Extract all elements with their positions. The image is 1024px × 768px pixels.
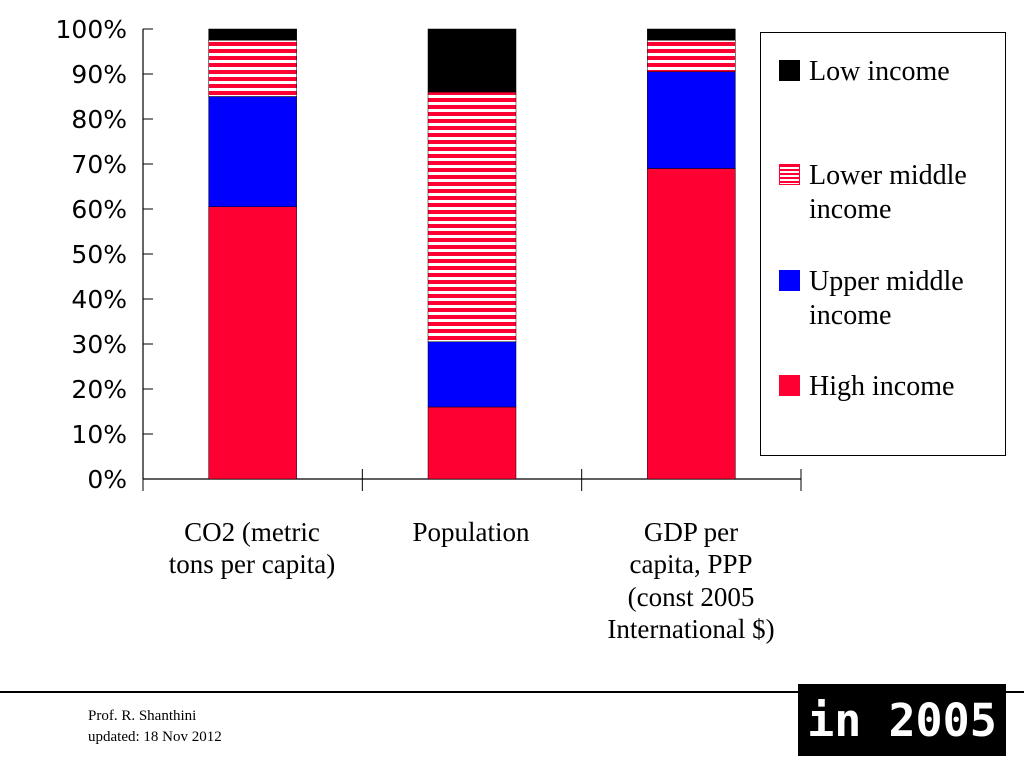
y-tick-label: 20%: [71, 375, 127, 404]
legend-item-lower-middle-income: Lower middle income: [779, 159, 1009, 227]
footer-credits: Prof. R. Shanthini updated: 18 Nov 2012: [88, 706, 222, 748]
bar-segment-high-income: [208, 206, 297, 480]
bar-segment-lower-middle-income: [427, 91, 517, 342]
legend-swatch-high-income: [779, 375, 800, 396]
year-badge: in 2005: [798, 684, 1006, 756]
y-tick-label: 0%: [87, 465, 127, 494]
bar-segment-lower-middle-income: [647, 40, 736, 72]
legend-swatch-lower-middle-income: [779, 164, 800, 185]
x-category-label-gdp: GDP per capita, PPP (const 2005 Internat…: [607, 517, 775, 645]
legend-swatch-upper-middle-income: [779, 270, 800, 291]
y-tick-label: 50%: [71, 240, 127, 269]
legend-label-upper-middle-income: Upper middle income: [809, 266, 964, 332]
legend-swatch-low-income: [779, 60, 800, 81]
bar-segment-low-income: [208, 28, 297, 41]
x-category-label-co2: CO2 (metric tons per capita): [168, 517, 336, 580]
bar-segment-low-income: [427, 28, 517, 93]
bar-segment-upper-middle-income: [427, 341, 517, 408]
legend-item-low-income: Low income: [779, 55, 1009, 89]
stacked-bar-chart: 0% 10% 20% 30% 40% 50% 60% 70% 80% 90% 100%: [56, 15, 802, 494]
y-tick-label: 30%: [71, 330, 127, 359]
legend-item-high-income: High income: [779, 370, 1009, 404]
legend-label-lower-middle-income: Lower middle income: [809, 160, 967, 226]
y-tick-label: 100%: [56, 15, 127, 44]
bar-segment-low-income: [647, 28, 736, 41]
x-category-label-population: Population: [412, 517, 530, 547]
y-tick-label: 60%: [71, 195, 127, 224]
bar-segment-upper-middle-income: [208, 96, 297, 207]
y-tick-label: 40%: [71, 285, 127, 314]
footer-author: Prof. R. Shanthini: [88, 708, 197, 724]
legend-label-high-income: High income: [809, 371, 955, 402]
y-tick-label: 10%: [71, 420, 127, 449]
footer-divider: [0, 691, 1024, 693]
legend-item-upper-middle-income: Upper middle income: [779, 265, 1009, 333]
bar-segment-high-income: [647, 168, 736, 480]
y-tick-label: 80%: [71, 105, 127, 134]
y-tick-label: 90%: [71, 60, 127, 89]
chart-legend: Low income Lower middle income Upper mid…: [760, 32, 1006, 456]
bar-segment-lower-middle-income: [208, 40, 297, 97]
bar-segment-high-income: [427, 406, 517, 480]
bar-segment-upper-middle-income: [647, 71, 736, 169]
y-tick-label: 70%: [71, 150, 127, 179]
footer-updated: updated: 18 Nov 2012: [88, 729, 222, 745]
legend-label-low-income: Low income: [809, 56, 950, 87]
